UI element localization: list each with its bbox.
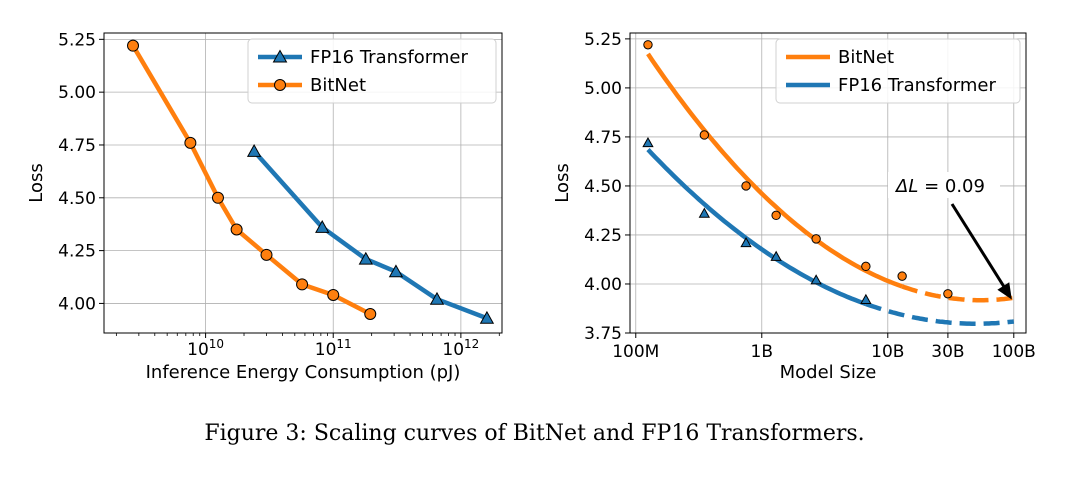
- legend: FP16 Transformer BitNet: [247, 38, 497, 104]
- bitnet-point: [771, 210, 781, 221]
- plot-frame: [103, 32, 503, 334]
- bitnet-point: [296, 278, 309, 291]
- y-tick-label: 4.50: [584, 177, 622, 197]
- fp16-transformer-point: [860, 293, 872, 305]
- legend-box: [775, 38, 1021, 104]
- fp16-transformer-point: [429, 291, 445, 305]
- y-tick-label: 4.50: [58, 189, 96, 209]
- y-axis-label: Loss: [26, 163, 47, 202]
- y-tick-label: 5.25: [58, 30, 96, 50]
- bitnet-point: [861, 261, 871, 272]
- legend-fp16-transformer-label: FP16 Transformer: [310, 47, 468, 68]
- y-tick-label: 4.00: [584, 275, 622, 295]
- y-tick-label: 4.25: [58, 242, 96, 262]
- y-tick-label: 4.75: [58, 136, 96, 156]
- legend-fp16-transformer-marker: [272, 49, 288, 63]
- annotation-arrow-head: [997, 282, 1012, 300]
- bitnet-extrapolation-line: [901, 284, 1015, 303]
- series-layer: [642, 40, 1015, 326]
- axis-ticks: 3.75 4.00 4.25 4.50 4.75 5.00 5.25 100M 1B 10B 30B…: [584, 30, 1036, 362]
- fp16-transformer-point: [479, 310, 495, 324]
- legend: BitNet FP16 Transformer: [775, 38, 1021, 104]
- y-tick-label: 5.00: [584, 79, 622, 99]
- legend-bitnet-label: BitNet: [838, 47, 894, 68]
- y-tick-label: 4.75: [584, 128, 622, 148]
- x-tick-label: 100M: [612, 342, 659, 362]
- bitnet-point: [699, 130, 710, 140]
- x-tick-label: 1012: [442, 337, 479, 360]
- y-tick-label: 3.75: [584, 324, 622, 344]
- fp16-transformer-point: [810, 274, 822, 285]
- y-axis-label: Loss: [552, 163, 573, 202]
- fp16-transformer-point: [246, 143, 262, 157]
- fp16-transformer-point: [315, 220, 330, 233]
- fp16-transformer-point: [770, 250, 782, 261]
- delta-annotation: ΔL = 0.09: [888, 172, 1012, 300]
- series-layer: [127, 39, 495, 324]
- chart-energy-vs-loss: 4.00 4.25 4.50 4.75 5.00 5.25 1010 1011 1012Infe…: [26, 30, 503, 383]
- bitnet-point: [211, 191, 224, 204]
- fp16-transformer-point: [740, 236, 752, 248]
- bitnet-point: [364, 307, 377, 320]
- x-tick-label: 10B: [871, 342, 904, 362]
- x-axis-label: Model Size: [780, 362, 877, 383]
- annotation-backdrop: [888, 172, 1000, 198]
- y-tick-label: 5.25: [584, 30, 622, 50]
- fp16-transformer-line: [252, 149, 488, 321]
- annotation-arrow-shaft: [950, 203, 1008, 291]
- axis-ticks: 4.00 4.25 4.50 4.75 5.00 5.25 1010 1011 1012: [58, 30, 500, 360]
- bitnet-point: [327, 288, 340, 301]
- chart-model-size-vs-loss: 3.75 4.00 4.25 4.50 4.75 5.00 5.25 100M 1B 10B 30B…: [552, 30, 1036, 383]
- y-tick-label: 5.00: [58, 83, 96, 103]
- legend-bitnet-marker: [274, 79, 286, 91]
- x-tick-label: 1010: [187, 337, 224, 360]
- y-tick-label: 4.25: [584, 226, 622, 246]
- bitnet-point: [230, 223, 243, 236]
- x-tick-label: 100B: [992, 342, 1036, 362]
- bitnet-point: [643, 40, 653, 50]
- bitnet-point: [184, 136, 197, 149]
- legend-box: [247, 38, 497, 104]
- bitnet-fit-line: [646, 52, 903, 289]
- bitnet-point: [811, 234, 821, 244]
- y-tick-label: 4.00: [58, 294, 96, 314]
- fp16-transformer-point: [642, 136, 654, 148]
- bitnet-point: [897, 271, 907, 281]
- fp16-transformer-point: [388, 264, 404, 278]
- x-tick-label: 1B: [751, 342, 773, 362]
- legend-bitnet-label: BitNet: [310, 75, 366, 96]
- x-axis-label: Inference Energy Consumption (pJ): [146, 362, 461, 383]
- bitnet-point: [127, 39, 140, 52]
- fp16-transformer-fit-line: [646, 148, 867, 307]
- fp16-transformer-point: [698, 207, 711, 218]
- bitnet-point: [741, 181, 751, 191]
- plot-frame: [629, 32, 1027, 334]
- x-tick-label: 1011: [315, 337, 352, 360]
- legend-fp16-transformer-label: FP16 Transformer: [838, 75, 996, 96]
- fp16-transformer-point: [358, 251, 373, 265]
- fp16-transformer-extrapolation-line: [865, 301, 1015, 326]
- x-tick-label: 30B: [931, 342, 964, 362]
- figure-caption: Figure 3: Scaling curves of BitNet and F…: [204, 421, 865, 446]
- bitnet-point: [260, 248, 273, 261]
- bitnet-point: [943, 289, 953, 299]
- annotation-text: ΔL = 0.09: [894, 176, 985, 197]
